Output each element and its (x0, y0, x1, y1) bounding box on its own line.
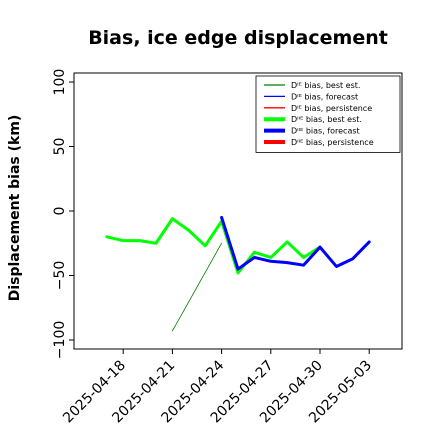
series-line-4 (220, 215, 371, 271)
y-axis: −100 −50 0 50 100 (52, 69, 74, 359)
legend-label-4: Dᴵᴵᴱ bias, forecast (291, 127, 360, 136)
legend-label-2: Dᴵᴱ bias, persistence (291, 104, 372, 113)
legend-label-1: Dᴵᴱ bias, forecast (291, 92, 358, 101)
y-axis-label: Displacement bias (km) (7, 115, 23, 302)
legend-label-3: Dᴵᴵᴱ bias, best est. (291, 115, 362, 124)
legend-label-5: Dᴵᴵᴱ bias, persistence (291, 138, 374, 147)
y-tick-label: 100 (52, 69, 68, 96)
chart-title: Bias, ice edge displacement (88, 27, 388, 49)
legend: Dᴵᴱ bias, best est. Dᴵᴱ bias, forecast Dᴵᴱ… (255, 75, 401, 153)
x-axis: 2025-04-182025-04-212025-04-242025-04-27… (60, 349, 375, 426)
plot-lines (105, 215, 371, 332)
y-tick-label: 0 (52, 207, 68, 216)
legend-box (255, 75, 401, 153)
legend-label-0: Dᴵᴱ bias, best est. (291, 81, 360, 90)
y-tick-label: −100 (52, 321, 68, 359)
series-line-0 (171, 242, 223, 332)
y-tick-label: −50 (52, 261, 68, 291)
series-line-3 (105, 217, 322, 275)
y-tick-label: 50 (52, 138, 68, 156)
